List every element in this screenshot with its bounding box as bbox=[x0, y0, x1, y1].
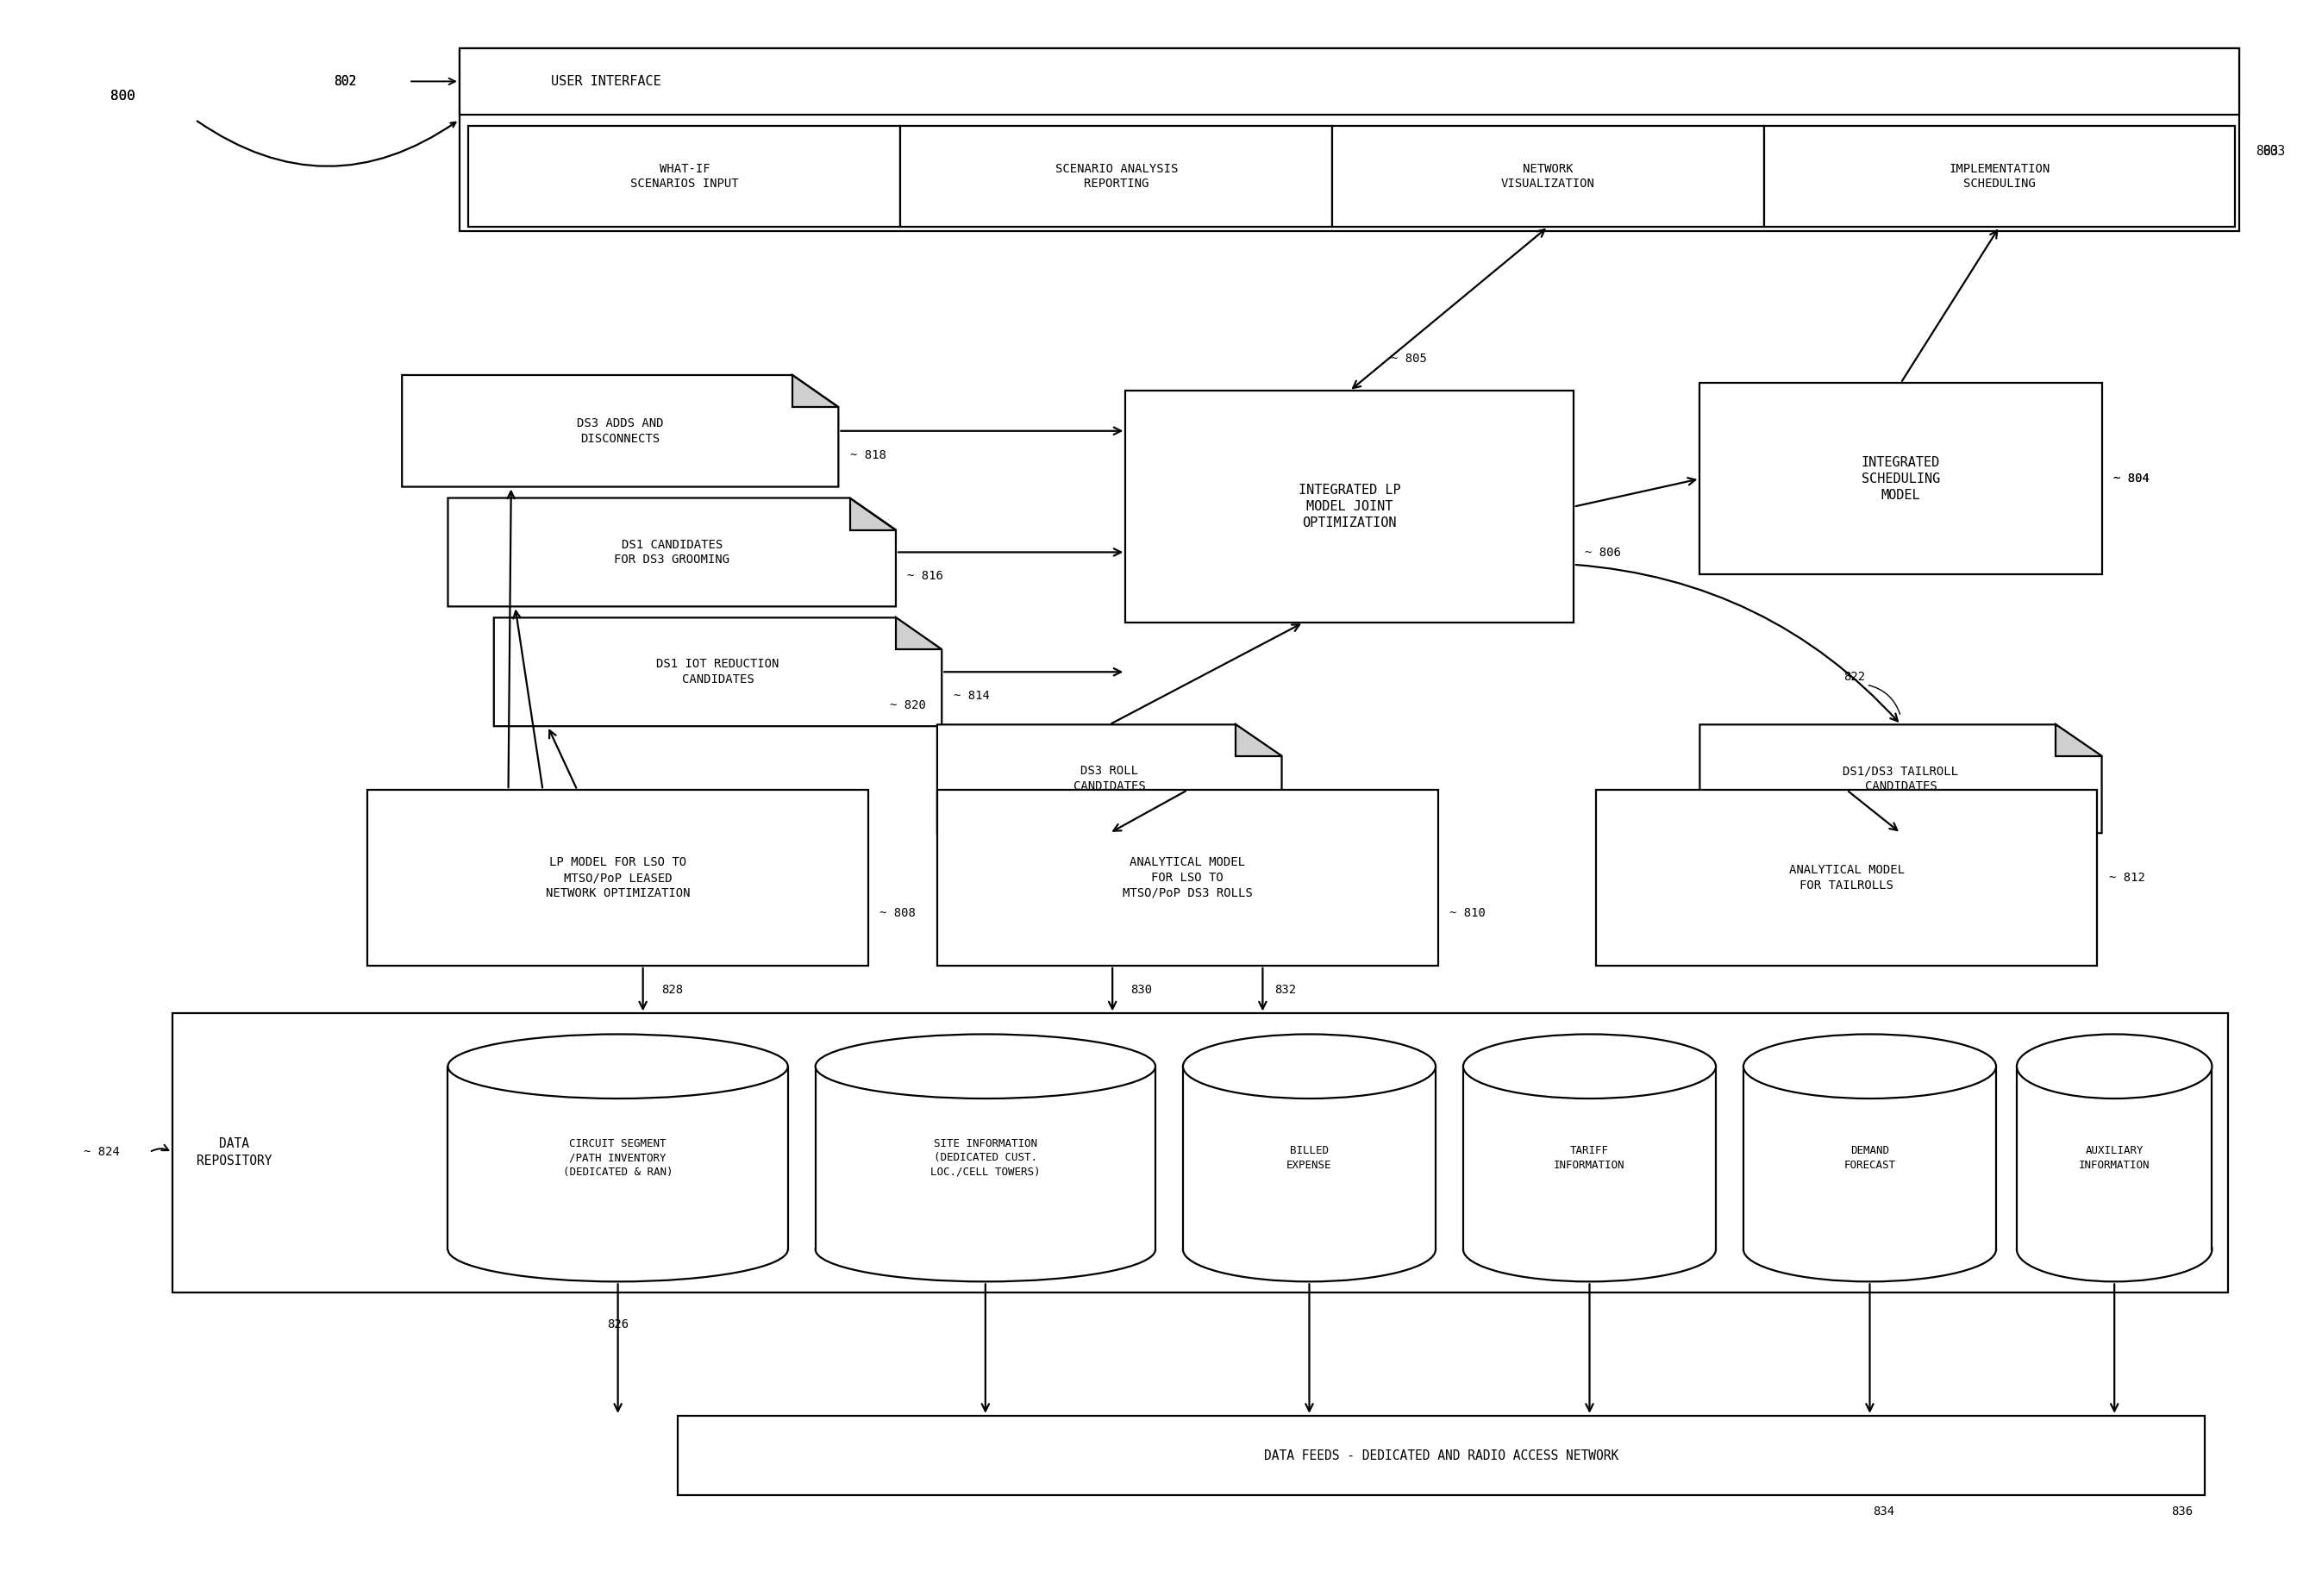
Text: 800: 800 bbox=[110, 89, 136, 102]
Text: 803: 803 bbox=[2256, 145, 2279, 158]
Text: DS3 ADDS AND
DISCONNECTS: DS3 ADDS AND DISCONNECTS bbox=[577, 417, 664, 445]
Text: 822: 822 bbox=[1844, 670, 1865, 683]
Text: ~ 805: ~ 805 bbox=[1392, 353, 1426, 365]
Text: DATA
REPOSITORY: DATA REPOSITORY bbox=[198, 1138, 271, 1167]
Text: 802: 802 bbox=[333, 75, 356, 88]
Bar bbox=[2017, 1066, 2212, 1250]
Text: INTEGRATED LP
MODEL JOINT
OPTIMIZATION: INTEGRATED LP MODEL JOINT OPTIMIZATION bbox=[1298, 484, 1401, 530]
Bar bbox=[459, 48, 2240, 231]
Bar bbox=[937, 790, 1438, 966]
Polygon shape bbox=[1700, 725, 2102, 833]
Text: DS1 IOT REDUCTION
CANDIDATES: DS1 IOT REDUCTION CANDIDATES bbox=[657, 658, 779, 686]
Text: DS3 ROLL
CANDIDATES: DS3 ROLL CANDIDATES bbox=[1073, 764, 1146, 793]
Text: 828: 828 bbox=[662, 983, 682, 996]
Text: NETWORK
VISUALIZATION: NETWORK VISUALIZATION bbox=[1502, 163, 1594, 190]
Text: ~ 820: ~ 820 bbox=[889, 699, 926, 712]
Bar bbox=[678, 1416, 2205, 1495]
Text: SITE INFORMATION
(DEDICATED CUST.
LOC./CELL TOWERS): SITE INFORMATION (DEDICATED CUST. LOC./C… bbox=[930, 1138, 1041, 1178]
Ellipse shape bbox=[1463, 1218, 1716, 1282]
Ellipse shape bbox=[1183, 1218, 1436, 1282]
Text: ~ 808: ~ 808 bbox=[880, 907, 917, 919]
Text: ~ 804: ~ 804 bbox=[2113, 472, 2150, 485]
Text: ~ 814: ~ 814 bbox=[953, 689, 990, 702]
Text: USER INTERFACE: USER INTERFACE bbox=[551, 75, 662, 88]
Bar bbox=[1463, 1066, 1716, 1250]
Text: ~ 812: ~ 812 bbox=[2109, 871, 2145, 884]
Text: ~ 818: ~ 818 bbox=[850, 448, 887, 461]
Text: 800: 800 bbox=[110, 89, 136, 102]
Polygon shape bbox=[896, 618, 942, 650]
Text: 836: 836 bbox=[2171, 1505, 2194, 1518]
Bar bbox=[1332, 126, 1764, 227]
Ellipse shape bbox=[815, 1218, 1155, 1282]
Bar bbox=[1463, 1066, 1716, 1250]
Bar bbox=[1183, 1066, 1436, 1250]
Ellipse shape bbox=[2017, 1218, 2212, 1282]
Bar bbox=[1700, 383, 2102, 575]
Bar bbox=[172, 1013, 2228, 1293]
Text: 803: 803 bbox=[2263, 145, 2286, 158]
Ellipse shape bbox=[448, 1218, 788, 1282]
Ellipse shape bbox=[1743, 1218, 1996, 1282]
Text: LP MODEL FOR LSO TO
MTSO/PoP LEASED
NETWORK OPTIMIZATION: LP MODEL FOR LSO TO MTSO/PoP LEASED NETW… bbox=[547, 857, 689, 899]
Bar bbox=[1183, 1066, 1436, 1250]
Ellipse shape bbox=[2017, 1034, 2212, 1098]
Text: ~ 804: ~ 804 bbox=[2113, 472, 2150, 485]
Ellipse shape bbox=[1463, 1034, 1716, 1098]
Text: 826: 826 bbox=[606, 1318, 629, 1331]
Text: ~ 816: ~ 816 bbox=[907, 570, 944, 583]
Text: ~ 824: ~ 824 bbox=[83, 1146, 119, 1159]
Bar bbox=[815, 1066, 1155, 1250]
Text: 802: 802 bbox=[333, 75, 356, 88]
Text: IMPLEMENTATION
SCHEDULING: IMPLEMENTATION SCHEDULING bbox=[1948, 163, 2051, 190]
Text: 834: 834 bbox=[1872, 1505, 1895, 1518]
Text: CIRCUIT SEGMENT
/PATH INVENTORY
(DEDICATED & RAN): CIRCUIT SEGMENT /PATH INVENTORY (DEDICAT… bbox=[563, 1138, 673, 1178]
Polygon shape bbox=[792, 375, 838, 407]
Text: TARIFF
INFORMATION: TARIFF INFORMATION bbox=[1555, 1146, 1624, 1170]
Ellipse shape bbox=[1743, 1034, 1996, 1098]
Bar bbox=[1764, 126, 2235, 227]
Ellipse shape bbox=[1183, 1034, 1436, 1098]
Bar bbox=[368, 790, 868, 966]
Text: DS1/DS3 TAILROLL
CANDIDATES: DS1/DS3 TAILROLL CANDIDATES bbox=[1842, 764, 1959, 793]
Bar bbox=[2017, 1066, 2212, 1250]
Text: DS1 CANDIDATES
FOR DS3 GROOMING: DS1 CANDIDATES FOR DS3 GROOMING bbox=[613, 538, 730, 567]
Text: 832: 832 bbox=[1275, 983, 1296, 996]
Text: AUXILIARY
INFORMATION: AUXILIARY INFORMATION bbox=[2079, 1146, 2150, 1170]
Text: INTEGRATED
SCHEDULING
MODEL: INTEGRATED SCHEDULING MODEL bbox=[1861, 456, 1941, 501]
Bar bbox=[469, 126, 900, 227]
Polygon shape bbox=[850, 498, 896, 530]
Bar bbox=[1743, 1066, 1996, 1250]
Bar bbox=[459, 48, 2240, 115]
Bar bbox=[448, 1066, 788, 1250]
Bar bbox=[1596, 790, 2097, 966]
Text: SCENARIO ANALYSIS
REPORTING: SCENARIO ANALYSIS REPORTING bbox=[1054, 163, 1178, 190]
Text: 830: 830 bbox=[1130, 983, 1153, 996]
Polygon shape bbox=[402, 375, 838, 487]
Text: ~ 810: ~ 810 bbox=[1449, 907, 1486, 919]
Polygon shape bbox=[1236, 725, 1282, 757]
Ellipse shape bbox=[815, 1034, 1155, 1098]
Polygon shape bbox=[494, 618, 942, 726]
Bar bbox=[815, 1066, 1155, 1250]
Text: ~ 806: ~ 806 bbox=[1585, 547, 1622, 559]
Polygon shape bbox=[937, 725, 1282, 833]
Text: DATA FEEDS - DEDICATED AND RADIO ACCESS NETWORK: DATA FEEDS - DEDICATED AND RADIO ACCESS … bbox=[1263, 1449, 1619, 1462]
Text: ANALYTICAL MODEL
FOR TAILROLLS: ANALYTICAL MODEL FOR TAILROLLS bbox=[1789, 863, 1904, 892]
Bar bbox=[448, 1066, 788, 1250]
Ellipse shape bbox=[448, 1034, 788, 1098]
Polygon shape bbox=[2056, 725, 2102, 757]
Text: WHAT-IF
SCENARIOS INPUT: WHAT-IF SCENARIOS INPUT bbox=[629, 163, 740, 190]
Text: DEMAND
FORECAST: DEMAND FORECAST bbox=[1844, 1146, 1895, 1170]
Polygon shape bbox=[448, 498, 896, 606]
Bar bbox=[900, 126, 1332, 227]
Text: ANALYTICAL MODEL
FOR LSO TO
MTSO/PoP DS3 ROLLS: ANALYTICAL MODEL FOR LSO TO MTSO/PoP DS3… bbox=[1123, 857, 1252, 899]
Bar bbox=[1743, 1066, 1996, 1250]
Text: BILLED
EXPENSE: BILLED EXPENSE bbox=[1286, 1146, 1332, 1170]
Bar bbox=[1126, 391, 1573, 622]
